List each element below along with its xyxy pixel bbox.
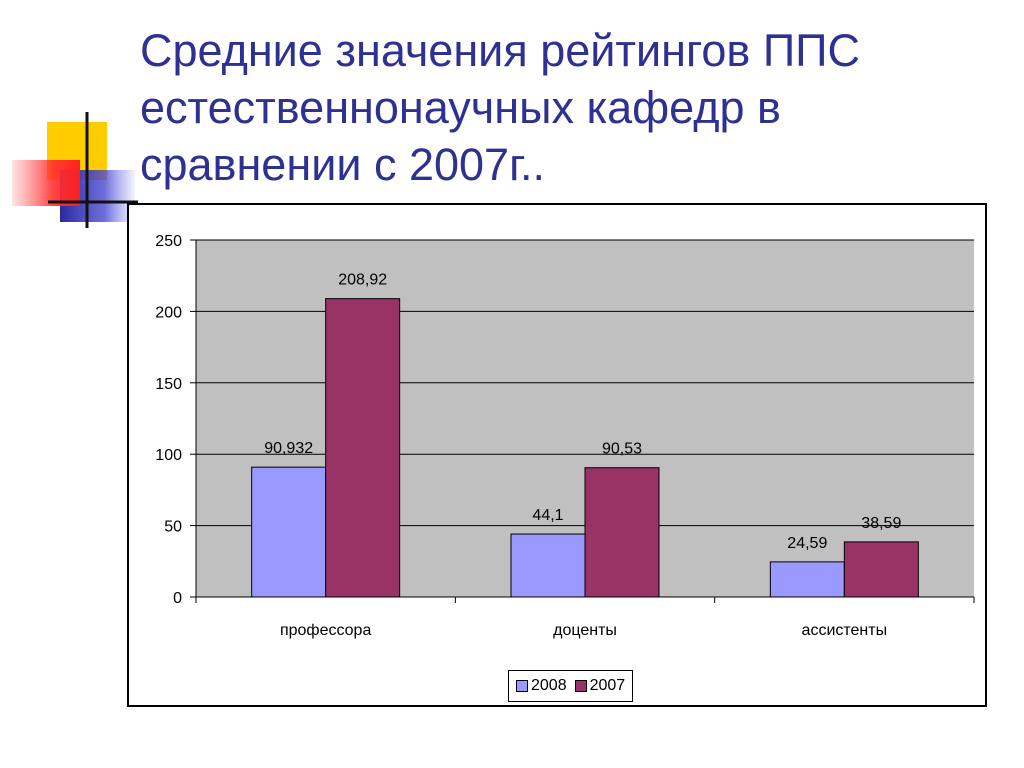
bar-2008 xyxy=(510,533,586,598)
legend-swatch-2008 xyxy=(516,680,528,692)
x-tick-label: ассистенты xyxy=(802,622,888,639)
y-tick-label: 150 xyxy=(155,376,182,393)
decorative-squares xyxy=(12,112,138,228)
bar-2008 xyxy=(769,561,845,598)
slide-title-line: Средние значения рейтингов ППС xyxy=(140,25,861,76)
legend-item-2008: 2008 xyxy=(516,677,567,695)
slide-title: Средние значения рейтингов ППС естествен… xyxy=(140,22,1000,193)
y-tick-label: 0 xyxy=(173,590,182,607)
bar-2007 xyxy=(843,541,919,598)
slide-title-line: сравнении с 2007г.. xyxy=(140,139,545,190)
bar-2007 xyxy=(325,298,401,598)
x-tick-label: доценты xyxy=(553,622,617,639)
legend-item-2007: 2007 xyxy=(574,677,626,695)
data-label: 90,53 xyxy=(602,441,642,458)
data-label: 208,92 xyxy=(338,272,387,289)
y-tick-label: 100 xyxy=(155,447,182,464)
bar-2007 xyxy=(584,467,660,598)
legend-swatch-2007 xyxy=(574,680,587,692)
slide-title-line: естественнонаучных кафедр в xyxy=(140,82,781,133)
red-square xyxy=(12,160,80,206)
legend-label-2008: 2008 xyxy=(531,677,567,694)
chart-legend: 2008 2007 xyxy=(508,670,634,702)
data-label: 90,932 xyxy=(264,440,313,457)
x-tick-label: профессора xyxy=(280,622,372,639)
legend-label-2007: 2007 xyxy=(589,677,626,694)
y-tick-label: 200 xyxy=(155,304,182,321)
y-tick-label: 50 xyxy=(164,519,182,536)
data-label: 24,59 xyxy=(787,535,827,552)
data-label: 38,59 xyxy=(861,515,901,532)
data-label: 44,1 xyxy=(532,507,563,524)
bar-2008 xyxy=(251,466,327,598)
y-tick-label: 250 xyxy=(155,233,182,250)
